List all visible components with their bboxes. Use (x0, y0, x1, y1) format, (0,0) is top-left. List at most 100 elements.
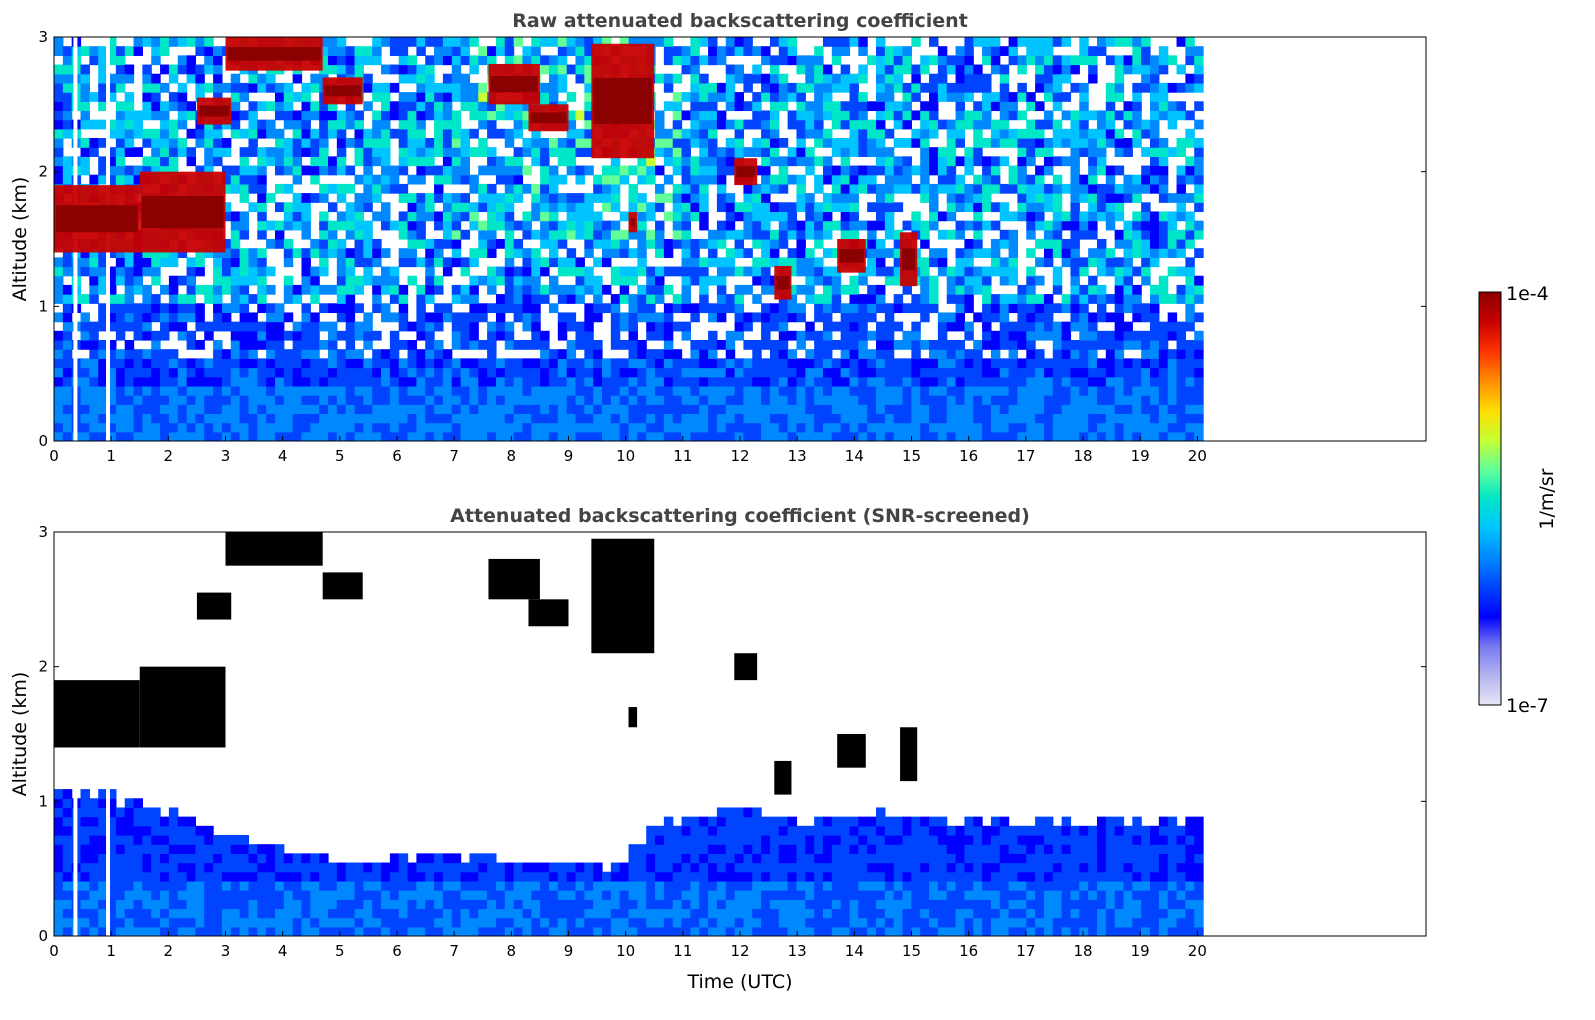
heatmap-cell (389, 275, 400, 286)
heatmap-cell (434, 128, 444, 139)
heatmap-cell (637, 358, 647, 369)
heatmap-cell (434, 340, 444, 350)
heatmap-cell (602, 37, 612, 47)
heatmap-cell (646, 376, 656, 387)
heatmap-cell (301, 92, 311, 102)
heatmap-cell (690, 110, 700, 121)
heatmap-cell (548, 431, 559, 441)
heatmap-cell (469, 110, 479, 121)
heatmap-cell (1114, 376, 1125, 387)
heatmap-cell (787, 257, 798, 268)
heatmap-cell (98, 376, 108, 387)
heatmap-cell (876, 147, 886, 157)
heatmap-cell (1043, 294, 1054, 304)
heatmap-cell (151, 156, 161, 167)
heatmap-cell (575, 73, 585, 84)
heatmap-cell (301, 926, 311, 936)
heatmap-cell (98, 119, 108, 130)
heatmap-cell (708, 330, 718, 341)
heatmap-cell (301, 82, 311, 93)
heatmap-cell (310, 165, 320, 176)
heatmap-cell (584, 82, 594, 93)
heatmap-cell (160, 147, 170, 157)
heatmap-cell (858, 349, 868, 359)
heatmap-cell (319, 165, 329, 176)
heatmap-cell (1096, 239, 1107, 249)
heatmap-cell (858, 358, 868, 369)
heatmap-cell (1017, 147, 1027, 157)
heatmap-cell (937, 330, 948, 341)
heatmap-cell (310, 880, 320, 891)
heatmap-cell (699, 413, 709, 424)
heatmap-cell (990, 349, 1001, 359)
heatmap-cell (584, 367, 594, 378)
heatmap-cell (186, 890, 197, 900)
heatmap-cell (584, 128, 594, 139)
heatmap-cell (168, 376, 179, 387)
heatmap-cell (1052, 385, 1063, 396)
heatmap-cell (274, 312, 285, 323)
heatmap-cell (619, 358, 630, 369)
heatmap-cell (1114, 193, 1125, 203)
heatmap-cell (495, 431, 506, 441)
heatmap-cell (160, 119, 170, 130)
heatmap-cell (328, 202, 338, 213)
heatmap-cell (115, 890, 126, 900)
heatmap-cell (955, 312, 966, 323)
heatmap-cell (1132, 220, 1142, 231)
heatmap-cell (522, 340, 532, 350)
heatmap-cell (831, 110, 842, 121)
heatmap-cell (513, 367, 524, 378)
heatmap-cell (681, 395, 691, 405)
heatmap-cell (663, 330, 674, 341)
heatmap-cell (345, 119, 356, 130)
heatmap-cell (725, 156, 736, 167)
heatmap-cell (628, 229, 638, 240)
heatmap-cell (221, 835, 232, 845)
heatmap-cell (504, 275, 515, 286)
heatmap-cell (274, 899, 285, 910)
heatmap-cell (761, 321, 771, 332)
heatmap-cell (1043, 239, 1054, 249)
heatmap-cell (248, 138, 258, 148)
heatmap-cell (1070, 422, 1080, 433)
heatmap-cell (681, 376, 691, 387)
heatmap-cell (876, 340, 886, 350)
heatmap-cell (1132, 37, 1142, 47)
heatmap-cell (725, 101, 736, 112)
heatmap-cell (814, 367, 824, 378)
heatmap-cell (1035, 367, 1045, 378)
heatmap-cell (902, 330, 912, 341)
heatmap-cell (283, 908, 294, 919)
heatmap-cell (716, 431, 727, 441)
heatmap-cell (160, 422, 170, 433)
heatmap-cell (487, 165, 497, 176)
heatmap-cell (964, 404, 974, 415)
heatmap-cell (1105, 220, 1116, 231)
heatmap-cell (460, 101, 471, 112)
heatmap-cell (213, 138, 223, 148)
heatmap-cell (310, 73, 320, 84)
heatmap-cell (186, 128, 197, 139)
heatmap-cell (115, 156, 126, 167)
heatmap-cell (177, 844, 188, 854)
heatmap-cell (1026, 358, 1036, 369)
heatmap-cell (1158, 110, 1169, 121)
heatmap-cell (858, 46, 868, 56)
heatmap-cell (133, 385, 143, 396)
heatmap-cell (434, 110, 444, 121)
heatmap-cell (743, 376, 753, 387)
heatmap-cell (1026, 138, 1036, 148)
heatmap-cell (107, 376, 117, 387)
heatmap-cell (310, 899, 320, 910)
heatmap-cell (566, 46, 577, 56)
heatmap-cell (1026, 376, 1036, 387)
heatmap-cell (142, 284, 152, 295)
heatmap-cell (858, 138, 868, 148)
heatmap-cell (876, 284, 886, 295)
heatmap-cell (946, 312, 957, 323)
heatmap-cell (1105, 138, 1116, 148)
heatmap-cell (1079, 147, 1089, 157)
heatmap-cell (1052, 376, 1063, 387)
heatmap-cell (239, 92, 250, 102)
